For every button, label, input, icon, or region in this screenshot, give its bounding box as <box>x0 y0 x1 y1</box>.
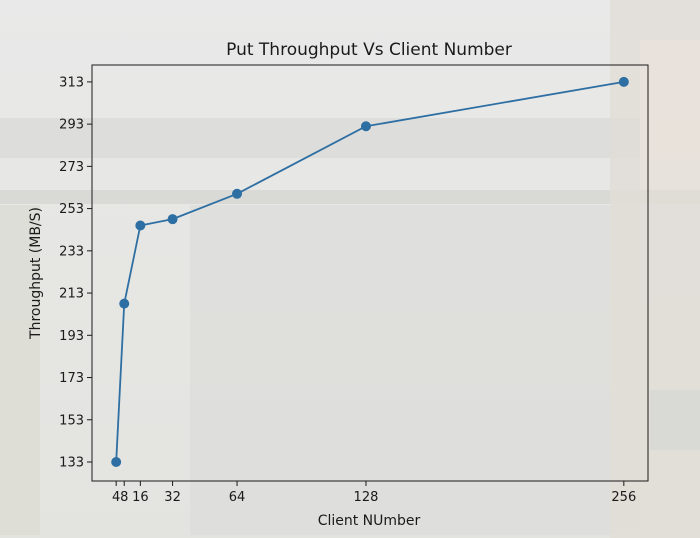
y-tick-label: 293 <box>59 118 84 133</box>
x-tick-label: 32 <box>164 490 181 505</box>
y-tick-label: 253 <box>59 202 84 217</box>
x-tick-label: 4 <box>112 490 120 505</box>
x-tick-label: 16 <box>132 490 149 505</box>
y-tick-label: 173 <box>59 371 84 386</box>
plot-area-frame <box>91 64 649 482</box>
data-point-marker <box>167 214 178 225</box>
y-tick-label: 153 <box>59 413 84 428</box>
data-point-marker <box>119 298 130 309</box>
x-tick-label: 64 <box>229 490 246 505</box>
y-axis-label: Throughput (MB/S) <box>28 207 44 340</box>
y-tick-label: 273 <box>59 160 84 175</box>
y-tick-label: 233 <box>59 244 84 259</box>
series-layer <box>111 76 629 467</box>
data-point-marker <box>618 76 629 87</box>
y-tick-label: 133 <box>59 455 84 470</box>
x-tick-label: 8 <box>120 490 128 505</box>
x-axis-label: Client NUmber <box>318 513 421 529</box>
chart-title: Put Throughput Vs Client Number <box>226 40 512 60</box>
y-tick-label: 213 <box>59 287 84 302</box>
y-axis: 133 153 173 193 213 233 253 273 293 313 <box>59 75 92 470</box>
x-tick-label: 256 <box>611 490 636 505</box>
data-point-marker <box>232 188 243 199</box>
y-tick-label: 193 <box>59 329 84 344</box>
x-tick-label: 128 <box>354 490 379 505</box>
series-line <box>115 81 624 463</box>
data-point-marker <box>360 121 371 132</box>
x-axis: 4 8 16 32 64 128 256 <box>112 481 636 505</box>
data-point-marker <box>135 220 146 231</box>
y-tick-label: 313 <box>59 75 84 90</box>
data-point-marker <box>111 456 122 467</box>
